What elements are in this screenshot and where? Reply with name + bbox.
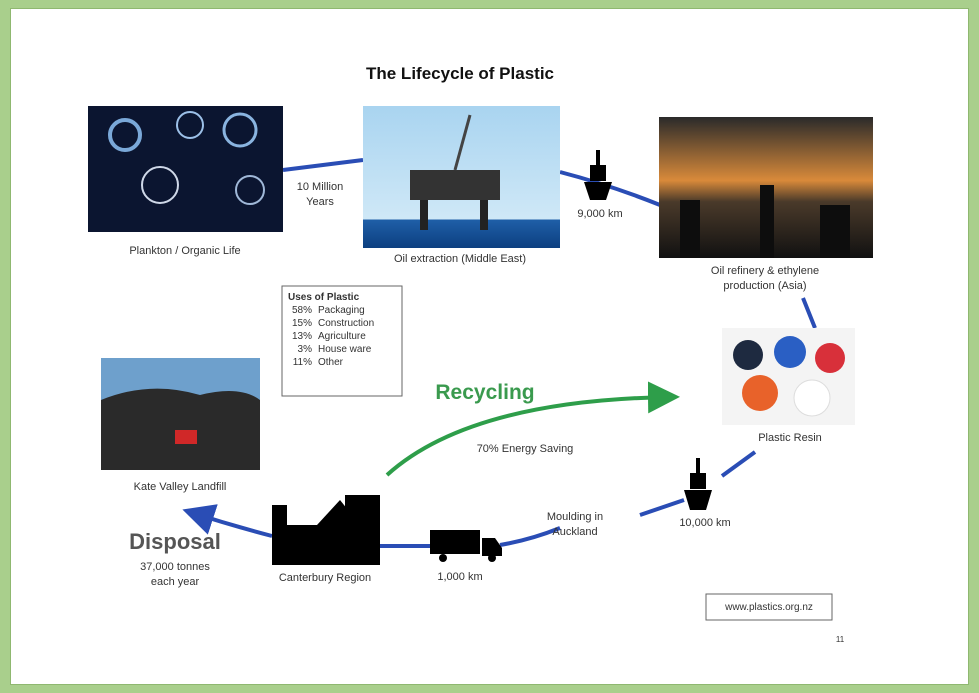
title: The Lifecycle of Plastic [300,66,620,81]
text: 37,000 tonnes [110,560,240,575]
edge-label: 9,000 km [560,207,640,222]
ship-icon [684,458,712,510]
text: Canterbury Region [240,571,410,586]
text: 9,000 km [560,207,640,222]
uses-row: 11% Other [288,356,398,369]
page: The Lifecycle of Plastic Plankton / Orga… [0,0,979,693]
factory-icon [272,495,380,565]
use-share: 13% [288,330,312,343]
resin-image [722,328,855,425]
ship-icon [584,150,612,200]
node-label: Canterbury Region [240,571,410,586]
text: 10,000 km [665,516,745,531]
use-name: House ware [318,343,388,356]
use-share: 15% [288,317,312,330]
truck-icon [430,530,502,562]
use-share: 11% [288,356,312,369]
recycling-title: Recycling [400,380,570,406]
text: 10 Million [280,180,360,195]
node-label: Oil extraction (Middle East) [350,252,570,267]
use-share: 58% [288,304,312,317]
text: Kate Valley Landfill [95,480,265,495]
uses-row: 58% Packaging [288,304,398,317]
node-label: Kate Valley Landfill [95,480,265,495]
text: Auckland [520,525,630,540]
uses-row: 3% House ware [288,343,398,356]
recycling-label: 70% Energy Saving [430,442,620,457]
text: Years [280,195,360,210]
use-name: Agriculture [318,330,388,343]
uses-list: Uses of Plastic 58% Packaging 15% Construct… [288,291,398,369]
uses-title: Uses of Plastic [288,291,398,304]
use-name: Other [318,356,388,369]
url: www.plastics.org.nz [706,600,832,615]
plankton-image [88,106,283,232]
text: Plankton / Organic Life [75,244,295,259]
edge-label: 1,000 km [420,570,500,585]
landfill-image [101,358,260,470]
recycling-arrow [387,397,672,475]
text: production (Asia) [655,279,875,294]
text: Oil refinery & ethylene [655,264,875,279]
node-label: Plastic Resin [700,431,880,446]
text: Oil extraction (Middle East) [350,252,570,267]
uses-row: 13% Agriculture [288,330,398,343]
use-share: 3% [288,343,312,356]
edge-label: 10,000 km [665,516,745,531]
text: 1,000 km [420,570,500,585]
node-label: Plankton / Organic Life [75,244,295,259]
text: each year [110,575,240,590]
text: Moulding in [520,510,630,525]
disposal-title: Disposal [100,528,250,556]
uses-row: 15% Construction [288,317,398,330]
refinery-image [659,117,873,258]
text: Plastic Resin [700,431,880,446]
oil-rig-image [363,106,560,248]
use-name: Construction [318,317,388,330]
use-name: Packaging [318,304,388,317]
page-number: 11 [830,632,850,647]
